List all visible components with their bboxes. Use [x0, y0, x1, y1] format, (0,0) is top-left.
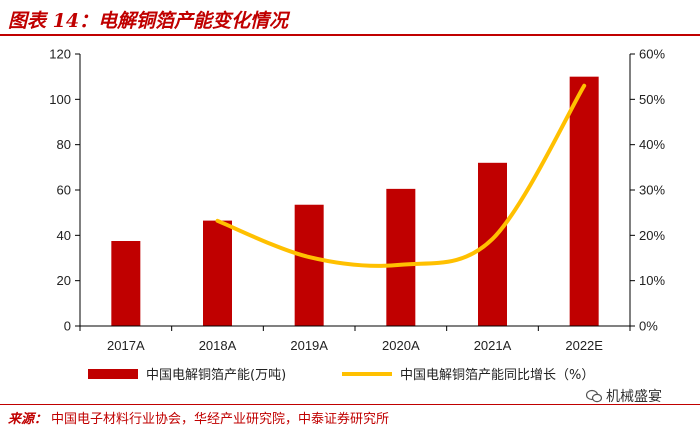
bar-series [111, 76, 599, 326]
bar [478, 162, 507, 326]
legend: 中国电解铜箔产能(万吨) 中国电解铜箔产能同比增长（%） [88, 367, 594, 383]
x-tick-label: 2020A [382, 338, 420, 353]
right-tick-label: 60% [639, 47, 665, 62]
watermark: 机械盛宴 [586, 386, 662, 406]
right-tick-label: 40% [639, 137, 665, 152]
wechat-icon [586, 389, 602, 403]
x-tick-label: 2019A [290, 338, 328, 353]
left-tick-label: 120 [49, 47, 71, 62]
bar [203, 220, 232, 326]
bar [111, 241, 141, 326]
x-tick-label: 2017A [107, 338, 145, 353]
bar [386, 188, 416, 326]
line-series [215, 83, 587, 268]
left-axis: 0 20 40 60 80 100 120 [49, 47, 80, 334]
watermark-text: 机械盛宴 [606, 389, 662, 405]
source-text: 中国电子材料行业协会，华经产业研究院，中泰证券研究所 [51, 412, 390, 427]
source-rule [0, 404, 700, 405]
right-axis: 0% 10% 20% 30% 40% 50% 60% [630, 47, 665, 334]
left-tick-label: 0 [64, 319, 71, 334]
x-tick-label: 2018A [199, 338, 237, 353]
source-label: 来源： [8, 412, 48, 427]
left-tick-label: 60 [57, 183, 71, 198]
left-tick-label: 20 [57, 273, 71, 288]
chart: 0 20 40 60 80 100 120 0% 10% 20% 30% 40% 50% 60% 201… [49, 47, 665, 384]
source-note: 来源： 中国电子材料行业协会，华经产业研究院，中泰证券研究所 [8, 408, 389, 427]
figure-title: 图表 14：电解铜箔产能变化情况 [8, 10, 289, 32]
right-tick-label: 30% [639, 183, 665, 198]
legend-bar-label: 中国电解铜箔产能(万吨) [146, 367, 286, 383]
growth-line [215, 83, 587, 268]
left-tick-label: 100 [49, 92, 71, 107]
legend-line-label: 中国电解铜箔产能同比增长（%） [400, 367, 594, 383]
x-tick-label: 2022E [565, 338, 603, 353]
title-rule [0, 34, 700, 36]
bar [569, 76, 599, 326]
right-tick-label: 50% [639, 92, 665, 107]
right-tick-label: 10% [639, 273, 665, 288]
legend-bar-swatch [88, 369, 138, 379]
right-tick-label: 0% [639, 319, 658, 334]
bar [294, 204, 324, 326]
x-tick-label: 2021A [474, 338, 512, 353]
left-tick-label: 80 [57, 137, 71, 152]
left-tick-label: 40 [57, 228, 71, 243]
right-tick-label: 20% [639, 228, 665, 243]
x-axis: 2017A 2018A 2019A 2020A 2021A 2022E [79, 326, 631, 353]
